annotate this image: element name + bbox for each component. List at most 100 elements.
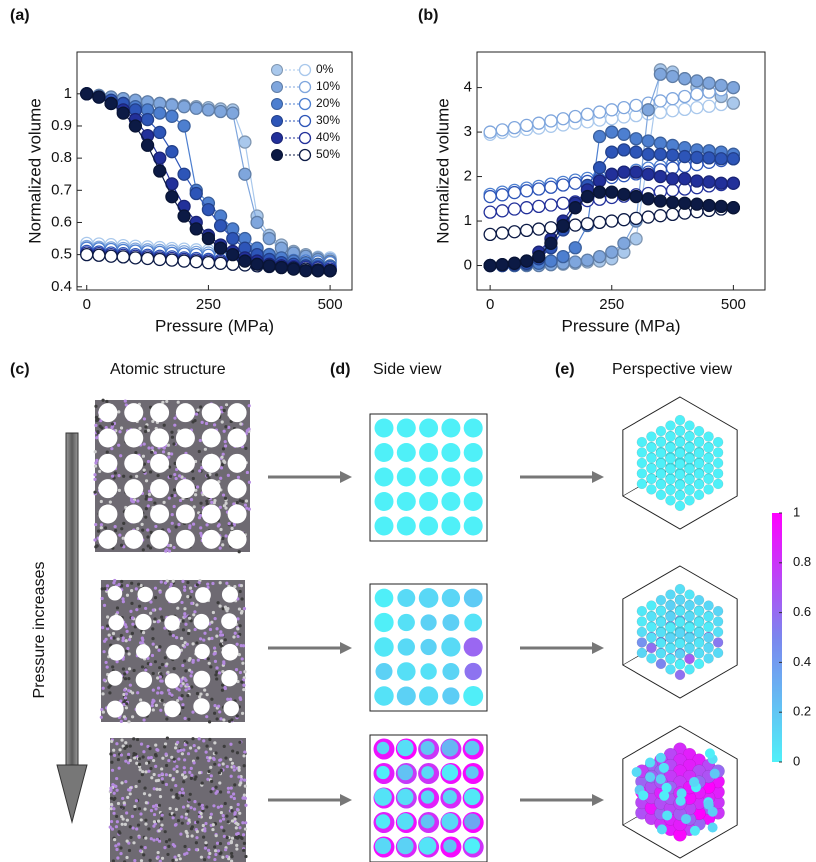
atom	[178, 474, 181, 477]
unloading-point	[202, 257, 214, 269]
atom	[132, 737, 135, 740]
atom	[242, 644, 245, 647]
atom	[164, 742, 167, 745]
lattice-site	[646, 643, 656, 653]
atom	[163, 745, 166, 748]
atom	[175, 796, 178, 799]
pore	[228, 530, 247, 549]
loading-point	[312, 265, 324, 277]
pore	[222, 644, 239, 661]
atom	[175, 793, 178, 796]
atom	[208, 852, 211, 855]
atom	[187, 818, 190, 821]
y-axis-label: Normalized volume	[433, 98, 452, 244]
atom	[136, 738, 139, 741]
atom	[189, 793, 192, 796]
cage-inner	[465, 741, 480, 756]
lattice-site	[675, 606, 685, 616]
atom	[134, 451, 137, 454]
atom	[146, 535, 149, 538]
atom	[138, 427, 141, 430]
atom	[187, 687, 190, 690]
atom	[191, 834, 194, 837]
lattice-site	[637, 617, 647, 627]
y-tick-label: 1	[464, 212, 472, 229]
lattice-site	[637, 479, 647, 489]
atom	[148, 498, 151, 501]
loading-point	[691, 151, 703, 163]
cage	[419, 419, 438, 438]
atom	[114, 785, 117, 788]
atom	[214, 617, 217, 620]
atom	[154, 765, 157, 768]
lattice-site	[665, 421, 675, 431]
atom	[242, 849, 245, 852]
atom	[122, 522, 125, 525]
atom	[183, 771, 186, 774]
atom	[237, 476, 240, 479]
atom	[103, 650, 106, 653]
loading-point	[545, 255, 557, 267]
loading-point	[703, 152, 715, 164]
atom	[131, 715, 134, 718]
atom	[212, 804, 215, 807]
atom	[136, 499, 139, 502]
atom	[219, 819, 222, 822]
lattice-site	[656, 490, 666, 500]
cage	[442, 589, 460, 607]
atom	[211, 787, 214, 790]
atom	[163, 846, 166, 849]
unloading-point	[557, 179, 569, 191]
atom	[154, 807, 157, 810]
atom	[129, 825, 132, 828]
loading-point	[557, 251, 569, 263]
atom	[125, 811, 128, 814]
unloading-point	[545, 199, 557, 211]
loading-point	[642, 135, 654, 147]
atom	[193, 610, 196, 613]
atom	[166, 671, 169, 674]
atom	[158, 840, 161, 843]
unloading-point	[667, 105, 679, 117]
atom	[203, 858, 206, 861]
atom	[155, 646, 158, 649]
atom	[205, 422, 208, 425]
atom	[93, 538, 96, 541]
atom	[132, 841, 135, 844]
unloading-point	[667, 93, 679, 105]
cage-inner	[397, 838, 414, 855]
unloading-point	[667, 208, 679, 220]
atom	[243, 607, 246, 610]
atom	[204, 822, 207, 825]
atom	[174, 784, 177, 787]
atom	[151, 654, 154, 657]
unloading-point	[166, 254, 178, 266]
atom	[149, 470, 152, 473]
atom	[199, 532, 202, 535]
y-tick-label: 0.7	[51, 181, 72, 198]
lattice-site	[665, 443, 675, 453]
atom	[159, 827, 162, 830]
atom	[111, 769, 114, 772]
lattice-site	[685, 485, 695, 495]
atom	[221, 633, 224, 636]
atom	[207, 759, 210, 762]
unloading-point	[557, 197, 569, 209]
panel-title: Perspective view	[612, 361, 732, 378]
loading-point	[727, 82, 739, 94]
atom	[149, 600, 152, 603]
unloading-point	[105, 250, 117, 262]
atom	[119, 852, 122, 855]
atom	[223, 835, 226, 838]
atom	[218, 710, 221, 713]
atom	[94, 405, 97, 408]
unloading-point	[545, 181, 557, 193]
atom	[244, 804, 247, 807]
atom	[161, 857, 164, 860]
legend-label: 30%	[316, 113, 340, 127]
atom	[173, 845, 176, 848]
loading-point	[263, 260, 275, 272]
atom	[154, 525, 157, 528]
atom	[227, 787, 230, 790]
atom	[181, 706, 184, 709]
